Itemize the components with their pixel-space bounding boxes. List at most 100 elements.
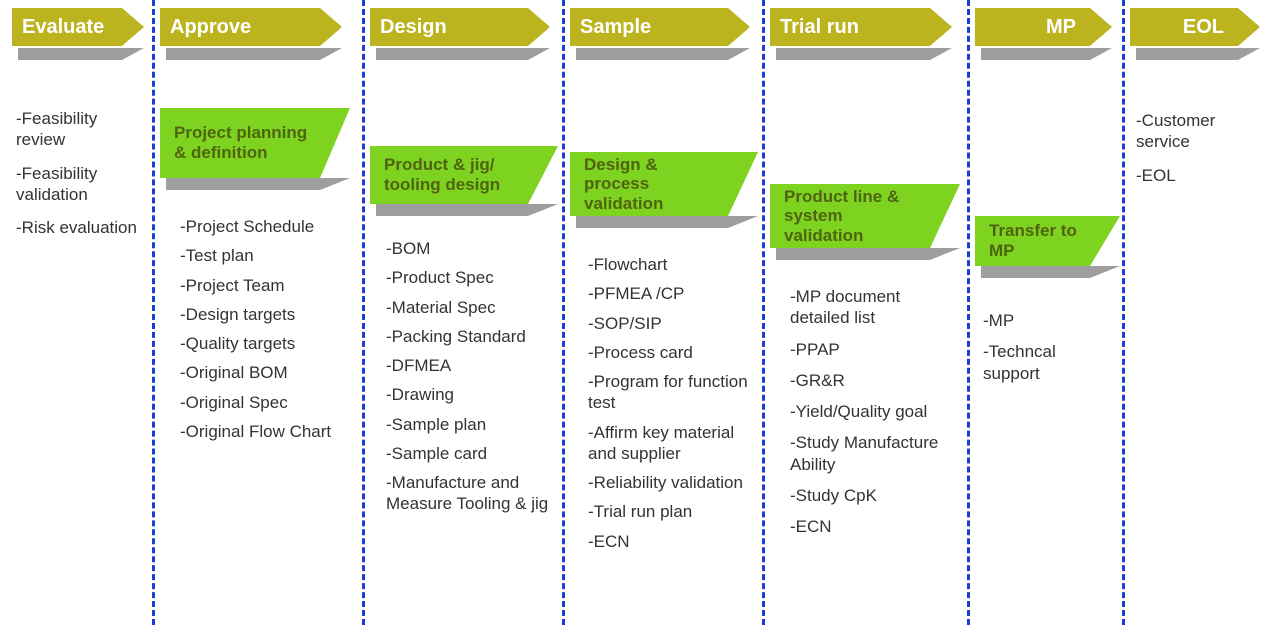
list-item: -Project Schedule: [180, 216, 350, 237]
list-item: -Techncal support: [983, 341, 1113, 384]
subphase-approve: Project planning & definition: [160, 108, 350, 190]
phase-label: Sample: [570, 8, 728, 46]
list-item: -ECN: [790, 516, 960, 537]
subphase-shadow: [776, 248, 930, 260]
phase-header-design: Design: [370, 8, 560, 56]
phase-label: MP: [975, 8, 1090, 46]
phase-shadow: [981, 48, 1090, 60]
subphase-shadow: [376, 204, 528, 216]
list-item: -Packing Standard: [386, 326, 556, 347]
list-item: -GR&R: [790, 370, 960, 391]
phase-shadow-tri: [528, 48, 550, 60]
phase-arrow-head: [728, 8, 750, 46]
list-item: -Original Spec: [180, 392, 350, 413]
subphase-body: Product line & system validation: [770, 184, 930, 248]
subphase-arrow-head: [930, 184, 960, 248]
list-item: -Product Spec: [386, 267, 556, 288]
list-item: -Study Manufacture Ability: [790, 432, 960, 475]
subphase-label: Transfer to MP: [989, 221, 1084, 260]
subphase-label: Design & process validation: [584, 155, 722, 214]
list-item: -Flowchart: [588, 254, 756, 275]
subphase-label: Product & jig/ tooling design: [384, 155, 522, 194]
list-item: -ECN: [588, 531, 756, 552]
list-item: -DFMEA: [386, 355, 556, 376]
phase-header-sample: Sample: [570, 8, 760, 56]
separator-after-mp: [1122, 0, 1125, 625]
subphase-shadow-tri: [930, 248, 960, 260]
list-item: -EOL: [1136, 165, 1266, 186]
subphase-arrow-head: [320, 108, 350, 178]
items-trialrun: -MP document detailed list -PPAP -GR&R -Yie…: [790, 286, 960, 547]
list-item: -Original Flow Chart: [180, 421, 350, 442]
list-item: -MP: [983, 310, 1113, 331]
subphase-shadow-tri: [528, 204, 558, 216]
phase-label: Design: [370, 8, 528, 46]
list-item: -Quality targets: [180, 333, 350, 354]
phase-label: Trial run: [770, 8, 930, 46]
list-item: -Process card: [588, 342, 756, 363]
phase-arrow-head: [528, 8, 550, 46]
list-item: -Affirm key material and supplier: [588, 422, 756, 465]
list-item: -Manufacture and Measure Tooling & jig: [386, 472, 556, 515]
items-approve: -Project Schedule -Test plan -Project Team…: [180, 216, 350, 450]
subphase-mp: Transfer to MP: [975, 216, 1120, 278]
list-item: -Reliability validation: [588, 472, 756, 493]
list-item: -Original BOM: [180, 362, 350, 383]
items-sample: -Flowchart-PFMEA /CP-SOP/SIP-Process car…: [588, 254, 756, 560]
subphase-label: Project planning & definition: [174, 123, 314, 162]
phase-shadow: [18, 48, 122, 60]
subphase-body: Product & jig/ tooling design: [370, 146, 528, 204]
list-item: -Design targets: [180, 304, 350, 325]
items-design: -BOM -Product Spec -Material Spec -Packing …: [386, 238, 556, 523]
subphase-body: Project planning & definition: [160, 108, 320, 178]
list-item: -Feasibility validation: [16, 163, 146, 206]
list-item: -Test plan: [180, 245, 350, 266]
list-item: -BOM: [386, 238, 556, 259]
subphase-label: Product line & system validation: [784, 187, 924, 246]
subphase-body: Design & process validation: [570, 152, 728, 216]
list-item: -PPAP: [790, 339, 960, 360]
list-item: -Feasibility review: [16, 108, 146, 151]
list-item: -MP document detailed list: [790, 286, 960, 329]
list-item: -Yield/Quality goal: [790, 401, 960, 422]
list-item: -PFMEA /CP: [588, 283, 756, 304]
subphase-trialrun: Product line & system validation: [770, 184, 960, 260]
separator-after-evaluate: [152, 0, 155, 625]
phase-shadow: [376, 48, 528, 60]
subphase-shadow-tri: [728, 216, 758, 228]
phase-arrow-head: [122, 8, 144, 46]
subphase-shadow: [166, 178, 320, 190]
phase-header-trialrun: Trial run: [770, 8, 965, 56]
subphase-shadow: [981, 266, 1090, 278]
list-item: -Sample plan: [386, 414, 556, 435]
subphase-sample: Design & process validation: [570, 152, 758, 228]
phase-header-evaluate: Evaluate: [12, 8, 150, 56]
phase-shadow-tri: [320, 48, 342, 60]
list-item: -Trial run plan: [588, 501, 756, 522]
phase-shadow-tri: [930, 48, 952, 60]
subphase-arrow-head: [528, 146, 558, 204]
phase-label: Approve: [160, 8, 320, 46]
phase-header-eol: EOL: [1130, 8, 1270, 56]
list-item: -Risk evaluation: [16, 217, 146, 238]
phase-arrow-head: [930, 8, 952, 46]
subphase-arrow-head: [728, 152, 758, 216]
phase-label: EOL: [1130, 8, 1238, 46]
separator-after-trialrun: [967, 0, 970, 625]
phase-label: Evaluate: [12, 8, 122, 46]
phase-shadow: [166, 48, 320, 60]
phase-shadow-tri: [728, 48, 750, 60]
phase-shadow-tri: [1090, 48, 1112, 60]
separator-after-design: [562, 0, 565, 625]
list-item: -Sample card: [386, 443, 556, 464]
subphase-shadow-tri: [320, 178, 350, 190]
list-item: -Program for function test: [588, 371, 756, 414]
phase-shadow-tri: [122, 48, 144, 60]
list-item: -Project Team: [180, 275, 350, 296]
phase-shadow: [576, 48, 728, 60]
list-item: -Material Spec: [386, 297, 556, 318]
subphase-shadow: [576, 216, 728, 228]
phase-header-approve: Approve: [160, 8, 360, 56]
phase-header-mp: MP: [975, 8, 1125, 56]
list-item: -Study CpK: [790, 485, 960, 506]
